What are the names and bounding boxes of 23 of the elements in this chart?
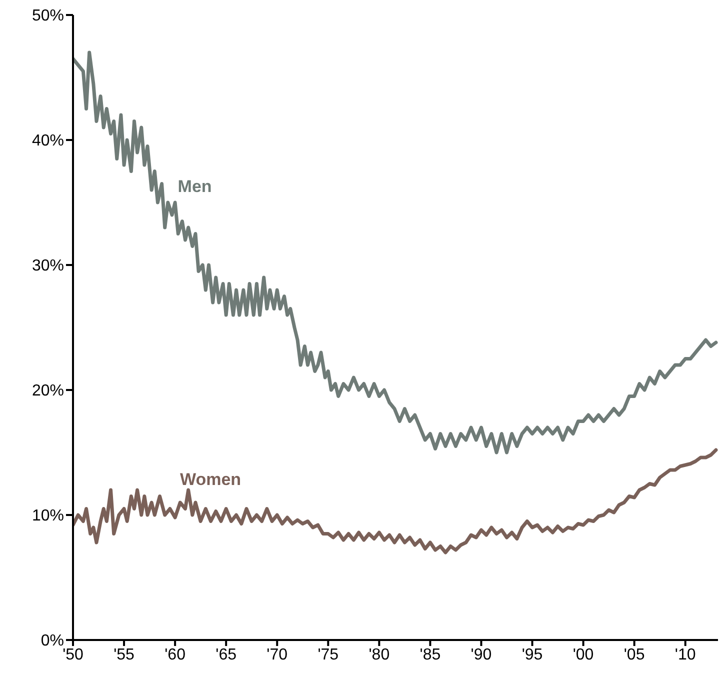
x-tick-label: '90 bbox=[470, 646, 492, 664]
x-tick-label: '80 bbox=[368, 646, 390, 664]
x-tick-label: '60 bbox=[164, 646, 186, 664]
x-tick-label: '00 bbox=[572, 646, 594, 664]
x-tick-label: '10 bbox=[674, 646, 696, 664]
x-tick-label: '65 bbox=[216, 646, 237, 664]
y-tick-label: 40% bbox=[32, 132, 64, 150]
x-tick-label: '75 bbox=[318, 646, 339, 664]
line-series bbox=[73, 50, 718, 454]
series-label: Men bbox=[178, 176, 212, 196]
x-tick-label: '85 bbox=[420, 646, 441, 664]
x-tick-label: '05 bbox=[624, 646, 645, 664]
x-tick-label: '55 bbox=[114, 646, 135, 664]
y-tick-label: 20% bbox=[32, 382, 64, 400]
y-tick-label: 30% bbox=[32, 258, 64, 275]
y-tick-label: 10% bbox=[32, 508, 64, 525]
x-tick-label: '95 bbox=[522, 646, 543, 664]
line-series bbox=[73, 448, 718, 554]
y-tick-label: 50% bbox=[32, 8, 64, 25]
x-tick-label: '50 bbox=[62, 646, 84, 664]
x-tick-label: '70 bbox=[266, 646, 288, 664]
y-tick-label: 0% bbox=[40, 632, 64, 650]
series-label: Women bbox=[180, 470, 242, 489]
